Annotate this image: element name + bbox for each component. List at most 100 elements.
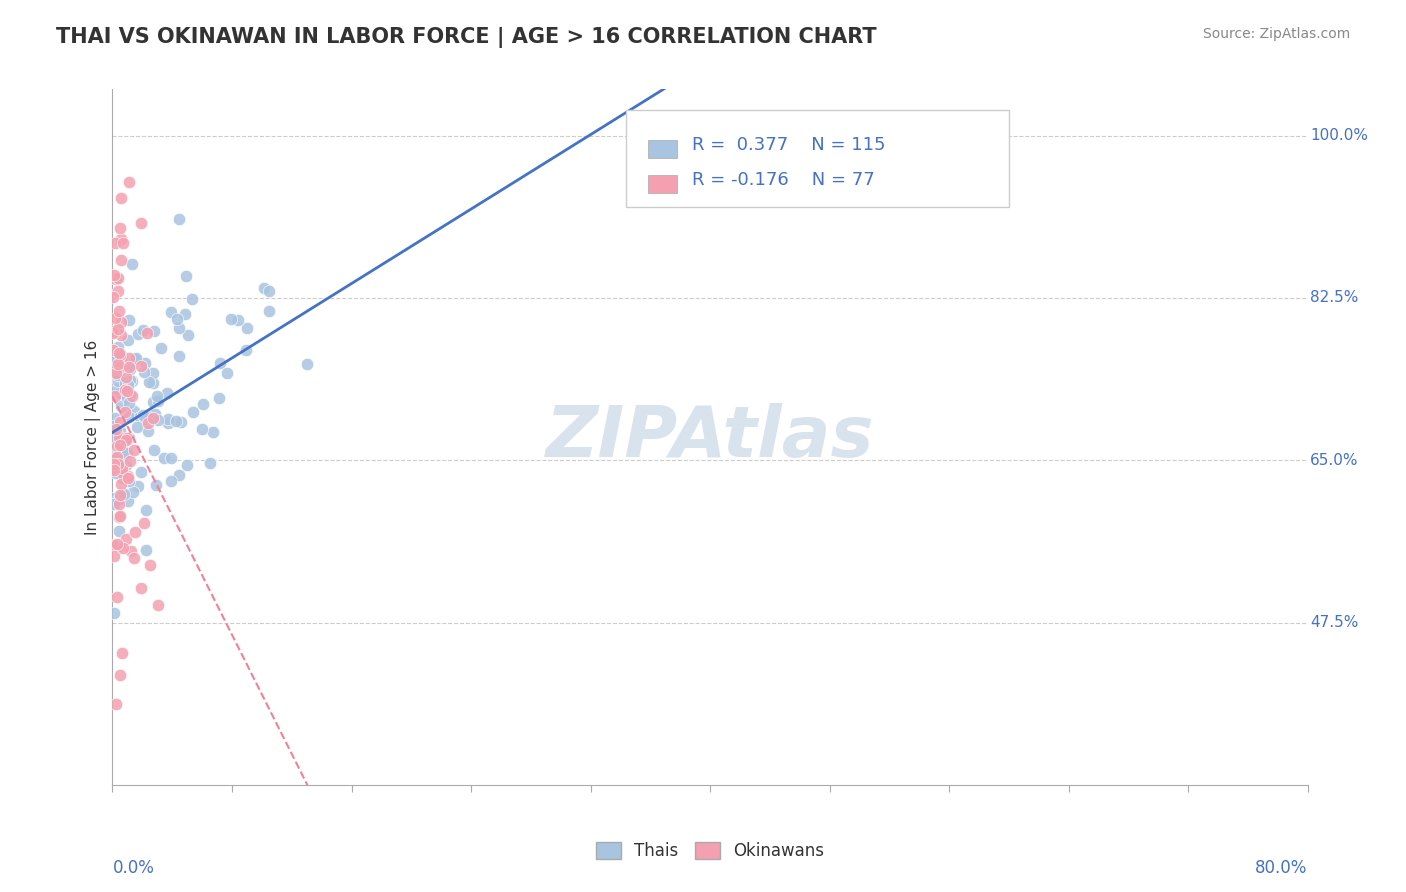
- Point: [107, 493, 129, 508]
- Point: [117, 378, 139, 392]
- Point: [134, 516, 156, 530]
- Point: [107, 270, 129, 285]
- Text: 82.5%: 82.5%: [1310, 291, 1358, 305]
- Point: [167, 321, 190, 335]
- Point: [107, 357, 129, 371]
- FancyBboxPatch shape: [648, 175, 676, 194]
- FancyBboxPatch shape: [648, 140, 676, 159]
- Point: [115, 458, 138, 472]
- Point: [259, 303, 281, 318]
- Point: [142, 324, 165, 338]
- Point: [115, 370, 138, 384]
- Point: [105, 466, 128, 480]
- Point: [129, 581, 152, 595]
- Point: [112, 467, 135, 482]
- Point: [111, 541, 134, 555]
- Point: [118, 453, 141, 467]
- Point: [146, 412, 169, 426]
- Point: [138, 558, 160, 573]
- Point: [153, 451, 176, 466]
- Text: 47.5%: 47.5%: [1310, 615, 1358, 630]
- Point: [257, 285, 280, 299]
- Point: [181, 405, 204, 419]
- Text: R = -0.176    N = 77: R = -0.176 N = 77: [692, 170, 875, 188]
- Point: [105, 382, 128, 396]
- Point: [107, 340, 129, 354]
- Point: [110, 327, 132, 342]
- Point: [120, 373, 142, 387]
- Point: [120, 386, 142, 401]
- Legend: Thais, Okinawans: Thais, Okinawans: [589, 836, 831, 867]
- Point: [110, 315, 132, 329]
- Point: [176, 269, 198, 284]
- Point: [103, 324, 125, 338]
- Point: [295, 357, 318, 371]
- Point: [190, 422, 212, 436]
- Point: [108, 539, 131, 553]
- Point: [118, 432, 141, 446]
- Point: [108, 430, 131, 444]
- Point: [111, 646, 134, 660]
- Point: [107, 374, 129, 388]
- Point: [235, 343, 257, 358]
- Point: [252, 280, 274, 294]
- Point: [103, 290, 125, 304]
- Point: [112, 235, 135, 250]
- Point: [129, 216, 152, 230]
- Point: [132, 323, 155, 337]
- Point: [132, 408, 155, 422]
- Text: Source: ZipAtlas.com: Source: ZipAtlas.com: [1202, 27, 1350, 41]
- Point: [122, 404, 145, 418]
- Point: [150, 342, 173, 356]
- Point: [108, 437, 131, 451]
- Text: 0.0%: 0.0%: [112, 859, 155, 877]
- Point: [108, 488, 131, 502]
- Point: [118, 351, 141, 365]
- Point: [134, 365, 156, 379]
- Point: [136, 409, 159, 424]
- Point: [156, 416, 179, 430]
- Text: 80.0%: 80.0%: [1256, 859, 1308, 877]
- Point: [105, 450, 128, 464]
- Point: [115, 434, 138, 448]
- Point: [108, 508, 131, 523]
- Point: [143, 443, 166, 458]
- Point: [117, 471, 139, 485]
- Point: [110, 191, 132, 205]
- Point: [110, 359, 132, 374]
- Point: [104, 411, 127, 425]
- Point: [108, 668, 131, 682]
- Point: [177, 327, 200, 342]
- Point: [127, 420, 149, 434]
- Point: [104, 348, 127, 362]
- Point: [107, 368, 129, 383]
- Point: [129, 359, 152, 373]
- Point: [104, 236, 127, 251]
- Point: [142, 395, 165, 409]
- Point: [105, 591, 128, 605]
- Point: [107, 322, 129, 336]
- Point: [108, 348, 131, 362]
- Point: [105, 439, 128, 453]
- Point: [117, 494, 139, 508]
- Point: [114, 376, 136, 390]
- Point: [103, 419, 125, 434]
- Point: [105, 537, 128, 551]
- Point: [108, 524, 131, 538]
- Point: [110, 252, 132, 267]
- Point: [104, 272, 127, 286]
- Point: [115, 391, 138, 405]
- Point: [136, 326, 159, 341]
- Point: [146, 598, 169, 612]
- Y-axis label: In Labor Force | Age > 16: In Labor Force | Age > 16: [86, 340, 101, 534]
- Point: [104, 450, 127, 464]
- Point: [118, 396, 141, 410]
- Point: [127, 327, 149, 342]
- Point: [103, 268, 125, 283]
- FancyBboxPatch shape: [627, 110, 1010, 208]
- Point: [208, 391, 231, 405]
- Point: [221, 311, 243, 326]
- Point: [111, 471, 134, 485]
- Point: [167, 211, 190, 226]
- Point: [103, 549, 125, 563]
